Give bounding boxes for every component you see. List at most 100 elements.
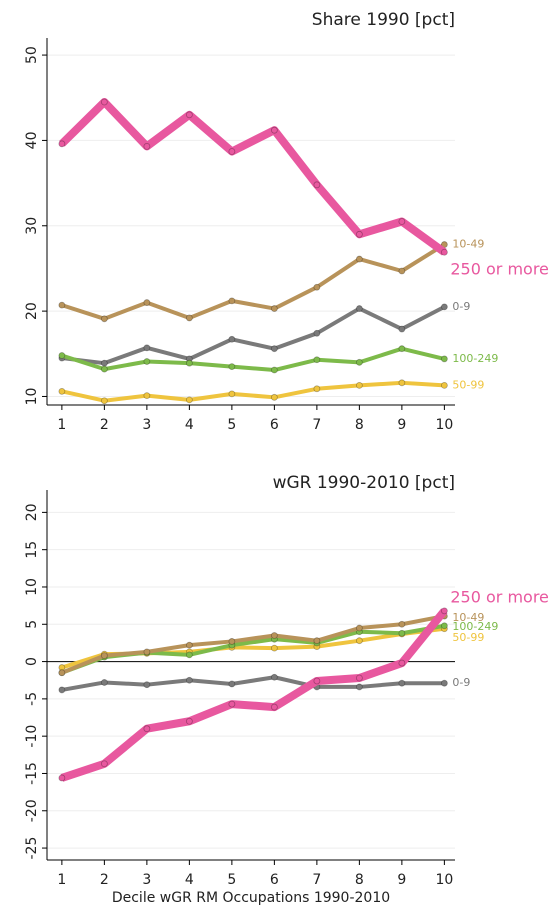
point [398,620,406,628]
point [100,98,108,106]
point [228,700,236,708]
point [313,181,321,189]
point [228,680,236,688]
point [228,148,236,155]
series-line [60,608,448,782]
y-tick-label: 50 [24,46,40,64]
point [228,335,236,343]
point [228,390,236,398]
x-tick-label: 3 [142,417,151,433]
point [440,248,448,256]
x-tick-label: 4 [185,872,194,888]
point [355,624,363,632]
point [143,392,151,400]
series-label: 10-49 [452,238,484,251]
point [270,305,278,312]
point [440,303,448,311]
x-tick-label: 7 [312,417,321,433]
point [270,393,278,401]
y-tick-label: -10 [24,725,40,748]
x-tick-label: 6 [270,417,279,433]
point [270,673,278,681]
x-tick-label: 4 [185,417,194,433]
y-tick-label: 5 [24,620,40,629]
point [313,385,321,393]
y-tick-label: 20 [24,503,40,521]
x-tick-label: 9 [397,417,406,433]
y-tick-label: -25 [24,837,40,860]
point [355,305,363,312]
point [313,677,321,685]
x-tick-label: 1 [57,872,66,888]
point [313,637,321,645]
point [440,355,448,363]
series-line [61,346,445,373]
point [58,387,66,395]
x-tick-label: 10 [435,417,453,433]
series-line [61,614,445,675]
series-label: 250 or more [450,260,549,279]
y-tick-label: 15 [24,541,40,559]
point [398,267,406,275]
point [185,717,193,725]
point [185,641,193,649]
point [58,774,66,782]
chart-title: wGR 1990-2010 [pct] [273,473,455,493]
point [143,681,151,689]
x-tick-label: 8 [355,872,364,888]
point [185,314,193,322]
point [398,379,406,387]
series-label: 0-9 [452,300,470,313]
point [185,651,193,659]
point [228,297,236,305]
point [100,760,108,768]
series-label: 50-99 [452,378,484,391]
point [100,679,108,686]
point [440,381,448,389]
point [100,315,108,323]
point [228,363,236,370]
point [143,299,151,306]
x-axis-label: Decile wGR RM Occupations 1990-2010 [112,890,390,905]
series-label: 0-9 [452,676,470,689]
y-tick-label: 0 [24,657,40,666]
point [313,356,321,364]
point [398,679,406,687]
point [185,676,193,684]
point [440,622,448,630]
series-label: 100-249 [452,620,498,633]
x-tick-label: 3 [142,872,151,888]
point [398,629,406,637]
point [143,358,151,365]
series-line [59,98,447,256]
point [100,365,108,373]
point [270,703,278,711]
point [355,255,363,263]
point [100,359,108,367]
point [355,230,363,238]
point [185,359,193,367]
point [228,638,236,645]
x-tick-label: 6 [270,872,279,888]
point [58,301,66,309]
series-label: 100-249 [452,352,498,365]
chart-title: Share 1990 [pct] [312,10,455,30]
point [355,637,363,645]
point [58,669,66,677]
x-tick-label: 7 [312,872,321,888]
point [313,283,321,291]
series-line [61,242,446,321]
point [440,607,448,615]
point [355,683,363,691]
y-tick-label: -15 [24,762,40,785]
x-tick-label: 1 [57,417,66,433]
x-tick-label: 5 [227,417,236,433]
point [398,325,406,333]
point [100,397,108,405]
point [185,111,193,119]
point [58,352,66,359]
point [58,140,66,148]
series-line [61,675,445,692]
point [313,329,321,337]
